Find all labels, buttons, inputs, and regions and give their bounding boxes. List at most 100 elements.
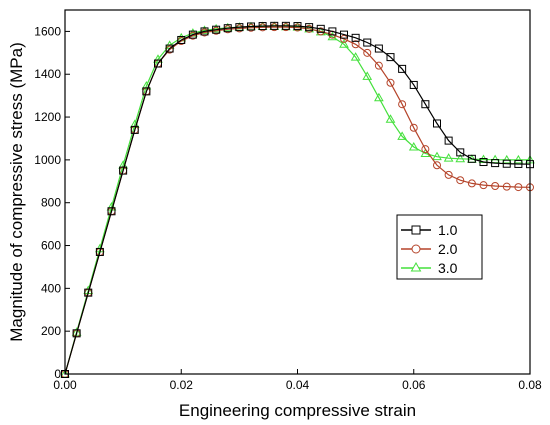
data-point	[467, 154, 476, 163]
data-point	[363, 48, 372, 57]
data-point	[443, 153, 454, 162]
x-tick-label: 0.08	[518, 378, 542, 392]
data-point	[305, 23, 314, 32]
data-point	[467, 179, 476, 188]
data-point	[479, 181, 488, 190]
y-tick-label: 0	[54, 367, 61, 381]
data-point	[491, 159, 500, 168]
x-tick-label: 0.04	[286, 378, 310, 392]
legend-label-1: 1.0	[438, 222, 458, 238]
legend-marker-square	[411, 225, 421, 235]
data-point	[433, 119, 441, 128]
data-point	[421, 100, 430, 109]
legend-label-2: 2.0	[438, 241, 458, 257]
data-point	[455, 153, 466, 163]
legend-entry-3: 3.0	[401, 260, 458, 276]
data-point	[247, 22, 255, 31]
data-point	[398, 64, 407, 73]
data-point	[84, 288, 93, 297]
data-point	[432, 151, 442, 161]
data-point	[316, 24, 325, 33]
y-tick-label: 1600	[34, 24, 61, 38]
data-point	[386, 53, 395, 62]
y-tick-label: 600	[41, 239, 61, 253]
legend: 1.0 2.0 3.0	[396, 214, 483, 280]
data-point	[514, 159, 523, 168]
data-point	[235, 23, 244, 32]
data-point	[386, 78, 395, 87]
data-point	[456, 176, 465, 185]
data-point	[456, 148, 465, 157]
data-point	[328, 27, 337, 36]
data-point	[374, 61, 383, 70]
data-point	[339, 39, 349, 48]
data-point	[258, 22, 267, 31]
data-point	[119, 166, 128, 175]
ticks-layer: 0.00 0.02 0.04 0.06 0.08 0 200 400 600 800 1000 120…	[34, 24, 542, 392]
data-point	[340, 34, 348, 43]
y-axis-title: Magnitude of compressive stress (MPa)	[7, 42, 26, 342]
x-tick-label: 0.02	[170, 378, 194, 392]
data-point	[433, 161, 441, 170]
y-tick-label: 1400	[34, 67, 61, 81]
data-point	[501, 154, 512, 164]
data-point	[107, 207, 116, 216]
data-point	[479, 158, 488, 167]
data-point	[340, 30, 348, 39]
data-point	[514, 183, 523, 192]
data-point	[420, 148, 431, 157]
x-axis-title: Engineering compressive strain	[179, 401, 416, 420]
legend-entry-1: 1.0	[401, 222, 458, 238]
data-point	[130, 125, 139, 134]
data-point	[409, 80, 418, 89]
data-point	[398, 100, 407, 109]
x-tick-label: 0.00	[53, 378, 77, 392]
legend-label-3: 3.0	[438, 260, 458, 276]
data-point	[351, 33, 360, 42]
data-point	[153, 54, 163, 63]
data-point	[385, 114, 396, 123]
data-point	[211, 23, 221, 33]
data-point	[444, 136, 453, 145]
data-point	[513, 154, 524, 164]
data-point	[154, 59, 162, 68]
data-point	[222, 22, 233, 32]
x-tick-label: 0.06	[402, 378, 426, 392]
data-point	[502, 182, 511, 191]
data-point	[363, 38, 372, 47]
data-point	[362, 71, 373, 80]
data-point	[374, 44, 383, 53]
data-point	[350, 52, 361, 61]
data-point	[327, 31, 338, 41]
data-point	[188, 30, 197, 39]
data-point	[223, 24, 232, 33]
legend-marker-triangle	[410, 261, 422, 272]
y-tick-label: 1200	[34, 110, 61, 124]
data-point	[409, 123, 418, 132]
data-point	[281, 21, 290, 30]
legend-entry-2: 2.0	[401, 241, 458, 257]
y-tick-label: 800	[41, 196, 61, 210]
data-point	[177, 35, 186, 44]
data-point	[212, 25, 221, 34]
data-point	[397, 131, 407, 140]
data-point	[142, 87, 151, 96]
series-layer	[60, 21, 535, 378]
legend-marker-circle	[411, 244, 421, 254]
y-tick-label: 200	[41, 324, 61, 338]
data-point	[293, 22, 302, 31]
data-point	[270, 21, 279, 30]
data-point	[72, 329, 81, 338]
data-point	[421, 145, 430, 154]
y-tick-label: 1000	[34, 153, 61, 167]
data-point	[95, 247, 104, 256]
data-point	[165, 44, 174, 53]
data-point	[491, 182, 500, 191]
data-point	[444, 170, 453, 179]
data-point	[351, 40, 360, 49]
data-point	[200, 27, 209, 36]
data-point	[408, 142, 419, 151]
data-point	[374, 92, 384, 102]
